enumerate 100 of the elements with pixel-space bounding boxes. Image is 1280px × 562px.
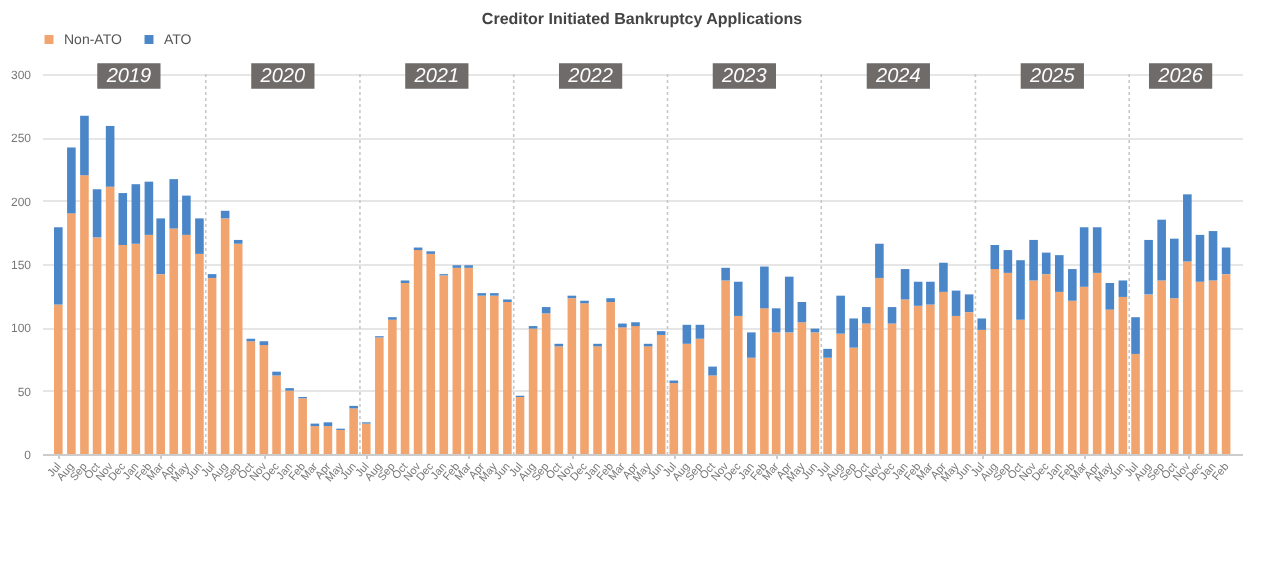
annotation: 2020 [258, 66, 306, 88]
bar [541, 313, 551, 454]
bar [593, 346, 602, 454]
bar [849, 318, 858, 348]
bar [849, 347, 858, 454]
bar [439, 275, 449, 454]
bar [784, 276, 794, 333]
bar [182, 195, 191, 235]
bar [1144, 294, 1153, 454]
bar [643, 346, 653, 454]
bar [733, 315, 743, 454]
annotation: 2023 [720, 66, 768, 88]
bar [823, 357, 832, 454]
bar [361, 423, 371, 454]
bar [733, 281, 743, 316]
bar [105, 186, 115, 454]
bar [695, 324, 705, 339]
bar [1105, 309, 1115, 454]
annotation: 2024 [874, 66, 922, 88]
bar [388, 319, 397, 454]
bar [336, 429, 345, 454]
bar [708, 366, 717, 376]
bar [554, 346, 564, 454]
bar [913, 305, 923, 454]
bar [1221, 247, 1231, 275]
bar [1157, 219, 1166, 281]
bar [913, 281, 923, 306]
bar [580, 303, 589, 454]
bar [1169, 238, 1179, 299]
bar [1208, 280, 1218, 454]
bar [721, 280, 730, 454]
bar [721, 267, 730, 281]
bar [272, 375, 281, 454]
bar [67, 213, 76, 454]
bar [426, 253, 436, 454]
bar [169, 179, 179, 229]
bar [490, 295, 499, 454]
bar [1183, 194, 1192, 262]
bar [1041, 274, 1051, 454]
bar [810, 332, 820, 454]
bar [1169, 298, 1179, 454]
annotation: 2026 [1156, 66, 1204, 88]
bar [887, 307, 897, 324]
bar [310, 426, 320, 454]
bar [1195, 234, 1205, 282]
bar [80, 115, 89, 176]
bar [631, 326, 640, 454]
bar [182, 234, 191, 454]
bar [323, 426, 333, 454]
bar [1118, 280, 1128, 297]
bar [169, 228, 179, 454]
bar [977, 318, 987, 330]
bar [708, 375, 717, 454]
bar [747, 332, 756, 358]
bar [1157, 280, 1166, 454]
bar [515, 397, 525, 454]
bar [1003, 250, 1013, 273]
bar [669, 383, 679, 454]
bar [1092, 272, 1102, 454]
bar [400, 283, 410, 454]
bar [477, 295, 486, 454]
bar [298, 398, 307, 454]
annotation: 2025 [1028, 66, 1076, 88]
bar [887, 323, 897, 454]
bar [413, 250, 423, 454]
bar [105, 125, 115, 187]
bar [92, 189, 102, 238]
bar [1054, 255, 1064, 292]
bar [682, 343, 692, 454]
bar [656, 334, 666, 454]
bar [939, 262, 948, 292]
bar [1105, 283, 1115, 310]
bar [875, 277, 884, 454]
bar [964, 312, 974, 454]
bar [259, 345, 269, 454]
bar [131, 243, 141, 454]
bar [1016, 319, 1025, 454]
bar [990, 245, 1000, 270]
bar [926, 304, 935, 454]
bar [1131, 353, 1140, 454]
bar [862, 323, 871, 454]
bar [682, 324, 692, 344]
bar [195, 218, 204, 254]
bar [118, 245, 128, 454]
bar [233, 243, 243, 454]
bar [54, 304, 63, 454]
bar [285, 390, 294, 454]
bar [951, 290, 961, 316]
bar [207, 277, 217, 454]
bar [80, 175, 89, 454]
bar [1131, 317, 1140, 354]
bar [1092, 227, 1102, 273]
annotation: 2021 [412, 66, 460, 88]
bar [990, 269, 1000, 454]
bar [1144, 239, 1153, 295]
bar [220, 218, 230, 454]
bar [1029, 239, 1038, 281]
bar [1054, 291, 1064, 454]
annotation: 2022 [566, 66, 614, 88]
bar [771, 308, 781, 333]
